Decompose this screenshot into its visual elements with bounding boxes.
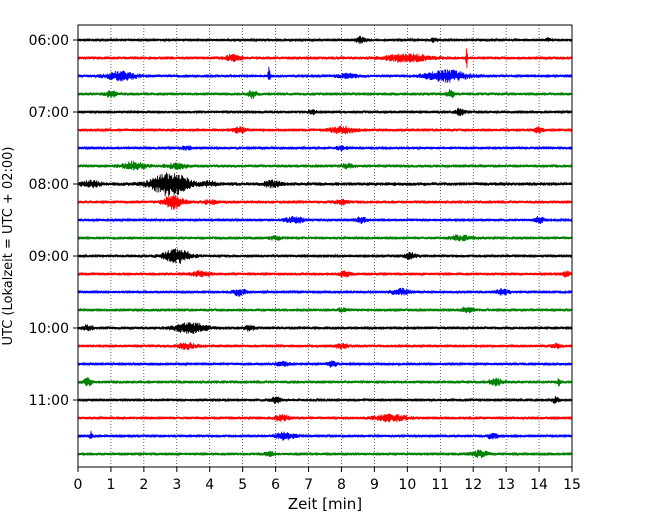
trace-0915 bbox=[77, 270, 573, 278]
trace-0815 bbox=[77, 195, 573, 210]
x-tick-label: 11 bbox=[431, 477, 449, 493]
y-tick-label: 09:00 bbox=[29, 249, 69, 265]
plot-frame bbox=[77, 24, 573, 468]
y-tick-label: 07:00 bbox=[29, 105, 69, 121]
trace-1015 bbox=[77, 342, 573, 351]
x-tick-label: 1 bbox=[106, 477, 115, 493]
trace-1000 bbox=[77, 321, 573, 335]
seismic-traces bbox=[77, 35, 573, 459]
trace-0730 bbox=[77, 145, 573, 152]
trace-0700 bbox=[77, 107, 573, 117]
trace-0615 bbox=[77, 48, 573, 69]
trace-0800 bbox=[77, 172, 573, 197]
trace-0945 bbox=[77, 306, 573, 314]
x-tick-label: 13 bbox=[497, 477, 515, 493]
x-tick-label: 3 bbox=[172, 477, 181, 493]
trace-1045 bbox=[77, 377, 573, 387]
plot-background bbox=[78, 25, 572, 467]
y-axis-ticks: 06:00 07:00 08:00 09:00 10:00 11:00 bbox=[29, 33, 78, 409]
trace-0745 bbox=[77, 160, 573, 171]
trace-1030 bbox=[77, 360, 573, 368]
trace-1130 bbox=[77, 430, 573, 441]
x-axis-ticks: 0 1 2 3 4 5 6 7 8 9 10 11 12 13 14 15 bbox=[74, 467, 581, 493]
x-tick-label: 4 bbox=[205, 477, 214, 493]
trace-0830 bbox=[77, 215, 573, 224]
trace-0845 bbox=[77, 234, 573, 242]
x-tick-label: 15 bbox=[563, 477, 581, 493]
y-tick-label: 10:00 bbox=[29, 321, 69, 337]
trace-0930 bbox=[77, 287, 573, 297]
x-tick-label: 2 bbox=[139, 477, 148, 493]
trace-0715 bbox=[77, 125, 573, 135]
x-tick-label: 5 bbox=[238, 477, 247, 493]
x-tick-label: 0 bbox=[74, 477, 83, 493]
x-tick-label: 10 bbox=[398, 477, 416, 493]
x-tick-label: 14 bbox=[530, 477, 548, 493]
trace-0600 bbox=[77, 35, 573, 44]
trace-1100 bbox=[77, 395, 573, 405]
y-tick-label: 11:00 bbox=[29, 393, 69, 409]
y-tick-label: 08:00 bbox=[29, 177, 69, 193]
trace-1115 bbox=[77, 413, 573, 423]
x-axis-label: Zeit [min] bbox=[288, 495, 362, 513]
y-tick-label: 06:00 bbox=[29, 33, 69, 49]
y-axis-label: UTC (Lokalzeit = UTC + 02:00) bbox=[1, 147, 16, 346]
trace-0645 bbox=[77, 89, 573, 100]
x-tick-label: 7 bbox=[304, 477, 313, 493]
trace-0630 bbox=[77, 66, 573, 84]
x-tick-label: 12 bbox=[464, 477, 482, 493]
x-tick-label: 9 bbox=[370, 477, 379, 493]
trace-0900 bbox=[77, 248, 573, 264]
trace-1145 bbox=[77, 449, 573, 459]
x-tick-label: 6 bbox=[271, 477, 280, 493]
x-tick-label: 8 bbox=[337, 477, 346, 493]
